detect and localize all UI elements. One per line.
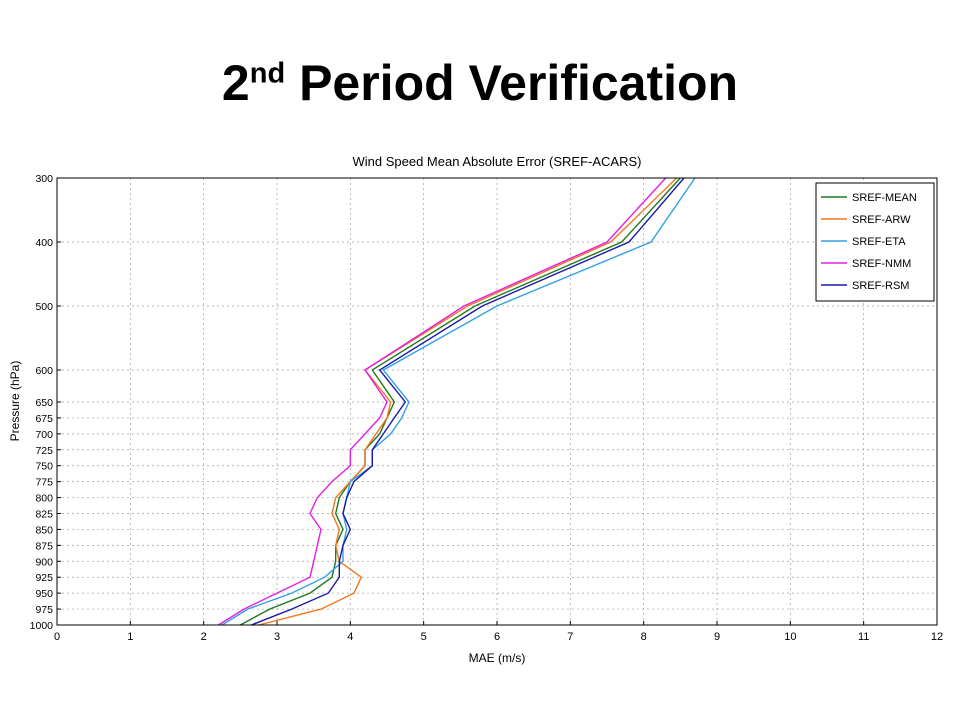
y-tick-label: 1000 — [30, 620, 54, 632]
legend-box — [815, 182, 935, 302]
legend: SREF-MEAN SREF-ARW SREF-ETA SREF-NMM SREF-RS… — [815, 182, 935, 302]
x-axis-label: MAE (m/s) — [469, 651, 526, 665]
x-tick-label: 9 — [714, 631, 720, 643]
x-tick-label: 1 — [127, 631, 133, 643]
legend-label: SREF-MEAN — [852, 192, 917, 204]
y-tick-label: 975 — [35, 604, 53, 616]
y-tick-label: 750 — [35, 461, 53, 473]
series-line-sref-mean — [239, 177, 681, 626]
x-tick-label: 0 — [54, 631, 60, 643]
x-tick-label: 8 — [641, 631, 647, 643]
chart-title: Wind Speed Mean Absolute Error (SREF-ACA… — [353, 154, 642, 169]
y-tick-label: 500 — [35, 301, 53, 313]
y-tick-label: 900 — [35, 556, 53, 568]
x-tick-label: 7 — [567, 631, 573, 643]
y-tick-label: 650 — [35, 397, 53, 409]
x-tick-label: 5 — [421, 631, 427, 643]
title-ordinal-suffix: nd — [249, 57, 286, 90]
x-tick-label: 12 — [931, 631, 943, 643]
y-tick-label: 875 — [35, 540, 53, 552]
y-tick-label: 600 — [35, 365, 53, 377]
series-line-sref-eta — [221, 177, 696, 626]
y-tick-label: 850 — [35, 524, 53, 536]
y-axis-label: Pressure (hPa) — [8, 361, 22, 442]
x-tick-label: 2 — [201, 631, 207, 643]
y-tick-label: 925 — [35, 572, 53, 584]
series-lines — [217, 177, 696, 626]
y-tick-label: 775 — [35, 477, 53, 489]
y-tick-label: 825 — [35, 509, 53, 521]
series-line-sref-rsm — [251, 177, 685, 626]
plot-frame — [56, 177, 938, 626]
y-tick-label: 800 — [35, 493, 53, 505]
legend-label: SREF-NMM — [852, 258, 911, 270]
y-tick-label: 700 — [35, 429, 53, 441]
y-tick-label: 400 — [35, 237, 53, 249]
slide-title: 2nd Period Verification — [0, 58, 960, 108]
axis-ticks: 0 1 2 3 4 5 6 7 8 9 10 11 12300400500600650675700725… — [30, 173, 943, 643]
series-line-sref-nmm — [217, 177, 667, 626]
x-tick-label: 3 — [274, 631, 280, 643]
grid — [57, 178, 937, 625]
title-text: Period Verification — [285, 55, 739, 111]
y-tick-label: 725 — [35, 445, 53, 457]
y-tick-label: 950 — [35, 588, 53, 600]
legend-label: SREF-ARW — [852, 214, 911, 226]
x-tick-label: 4 — [347, 631, 353, 643]
y-tick-label: 675 — [35, 413, 53, 425]
legend-label: SREF-RSM — [852, 280, 909, 292]
x-tick-label: 11 — [858, 631, 869, 643]
x-tick-label: 6 — [494, 631, 500, 643]
legend-label: SREF-ETA — [852, 236, 906, 248]
x-tick-label: 10 — [784, 631, 796, 643]
y-tick-label: 300 — [35, 173, 53, 185]
title-number: 2 — [221, 55, 250, 111]
